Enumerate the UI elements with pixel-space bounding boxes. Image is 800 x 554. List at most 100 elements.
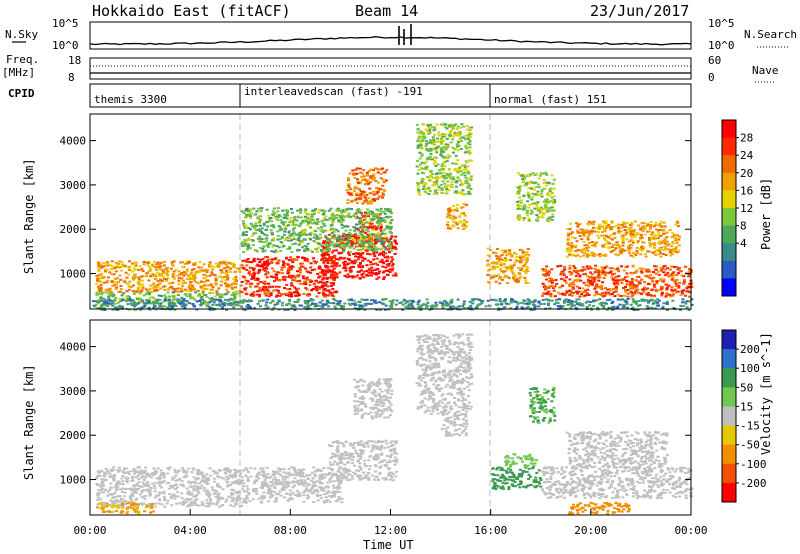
heatmap-cell [369,261,373,263]
heatmap-cell [653,307,657,310]
heatmap-cell [455,192,459,195]
heatmap-cell [434,165,438,167]
heatmap-cell [388,271,392,274]
heatmap-cell [523,205,527,208]
heatmap-cell [314,262,317,265]
heatmap-cell [523,276,527,279]
heatmap-cell [114,302,118,305]
heatmap-cell [361,224,365,227]
heatmap-cell [118,297,122,300]
heatmap-cell [351,215,355,217]
heatmap-cell [666,240,669,243]
heatmap-cell [382,250,385,253]
heatmap-cell [547,290,551,293]
heatmap-cell [450,183,454,186]
heatmap-cell [547,188,551,191]
heatmap-cell [675,273,679,276]
heatmap-cell [258,224,262,227]
heatmap-cell [250,224,254,227]
heatmap-cell [582,254,586,257]
heatmap-cell [277,207,280,210]
heatmap-cell [163,268,167,270]
heatmap-cell [385,269,389,272]
heatmap-cell [442,148,446,151]
heatmap-cell [633,235,637,238]
heatmap-cell [329,207,333,210]
heatmap-cell [667,275,671,278]
heatmap-cell [114,277,118,280]
heatmap-cell [611,249,615,252]
heatmap-cell [527,186,531,189]
heatmap-cell [185,290,189,293]
heatmap-cell [545,272,549,275]
heatmap-cell [346,199,350,202]
heatmap-cell [96,279,100,282]
heatmap-cell [215,290,219,293]
heatmap-cell [639,270,643,273]
heatmap-cell [529,187,533,190]
heatmap-cell [185,295,189,298]
heatmap-cell [116,306,120,309]
heatmap-cell [295,290,299,293]
heatmap-cell [466,134,470,137]
heatmap-cell [293,275,296,278]
heatmap-cell [548,194,552,197]
heatmap-cell [531,211,534,214]
heatmap-cell [334,242,338,245]
heatmap-cell [171,302,175,305]
heatmap-cell [434,301,438,304]
heatmap-cell [641,226,645,229]
heatmap-cell [445,189,449,192]
heatmap-cell [272,244,276,247]
heatmap-cell [606,236,610,239]
heatmap-cell [590,241,594,243]
cpid-mode-2: interleavedscan (fast) -191 [244,85,423,98]
heatmap-cell [232,300,236,303]
heatmap-cell [453,208,457,211]
heatmap-cell [299,216,303,219]
heatmap-cell [335,228,338,231]
heatmap-cell [592,226,595,229]
heatmap-cell [358,277,362,280]
heatmap-cell [619,295,623,297]
heatmap-cell [226,266,229,269]
heatmap-cell [654,237,658,240]
heatmap-cell [215,304,219,306]
heatmap-cell [542,270,546,272]
heatmap-cell [430,142,434,145]
heatmap-cell [163,294,167,297]
heatmap-cell [383,190,387,192]
heatmap-cell [232,263,236,266]
heatmap-cell [576,254,580,257]
heatmap-cell [177,279,181,282]
heatmap-cell [348,251,352,254]
heatmap-cell [536,183,540,186]
heatmap-cell [416,160,420,162]
heatmap-cell [324,229,328,232]
heatmap-cell [541,299,545,301]
heatmap-cell [583,268,587,271]
heatmap-cell [326,250,330,253]
heatmap-cell [595,227,599,230]
heatmap-cell [526,301,530,304]
cpid-mode-3: normal (fast) 151 [494,93,607,106]
heatmap-cell [142,260,146,263]
heatmap-cell [449,305,453,308]
heatmap-cell [370,202,373,205]
heatmap-cell [247,260,251,263]
heatmap-cell [367,230,371,233]
heatmap-cell [150,290,154,293]
heatmap-cell [259,238,263,241]
heatmap-cell [97,292,101,295]
heatmap-cell [445,188,449,190]
heatmap-cell [380,302,384,305]
heatmap-cell [259,289,263,292]
heatmap-cell [234,276,238,279]
heatmap-cell [109,264,113,267]
heatmap-cell [185,260,189,263]
heatmap-cell [332,230,336,233]
heatmap-cell [442,123,446,126]
heatmap-cell [448,206,452,209]
heatmap-cell [242,251,245,253]
heatmap-cell [359,171,363,174]
